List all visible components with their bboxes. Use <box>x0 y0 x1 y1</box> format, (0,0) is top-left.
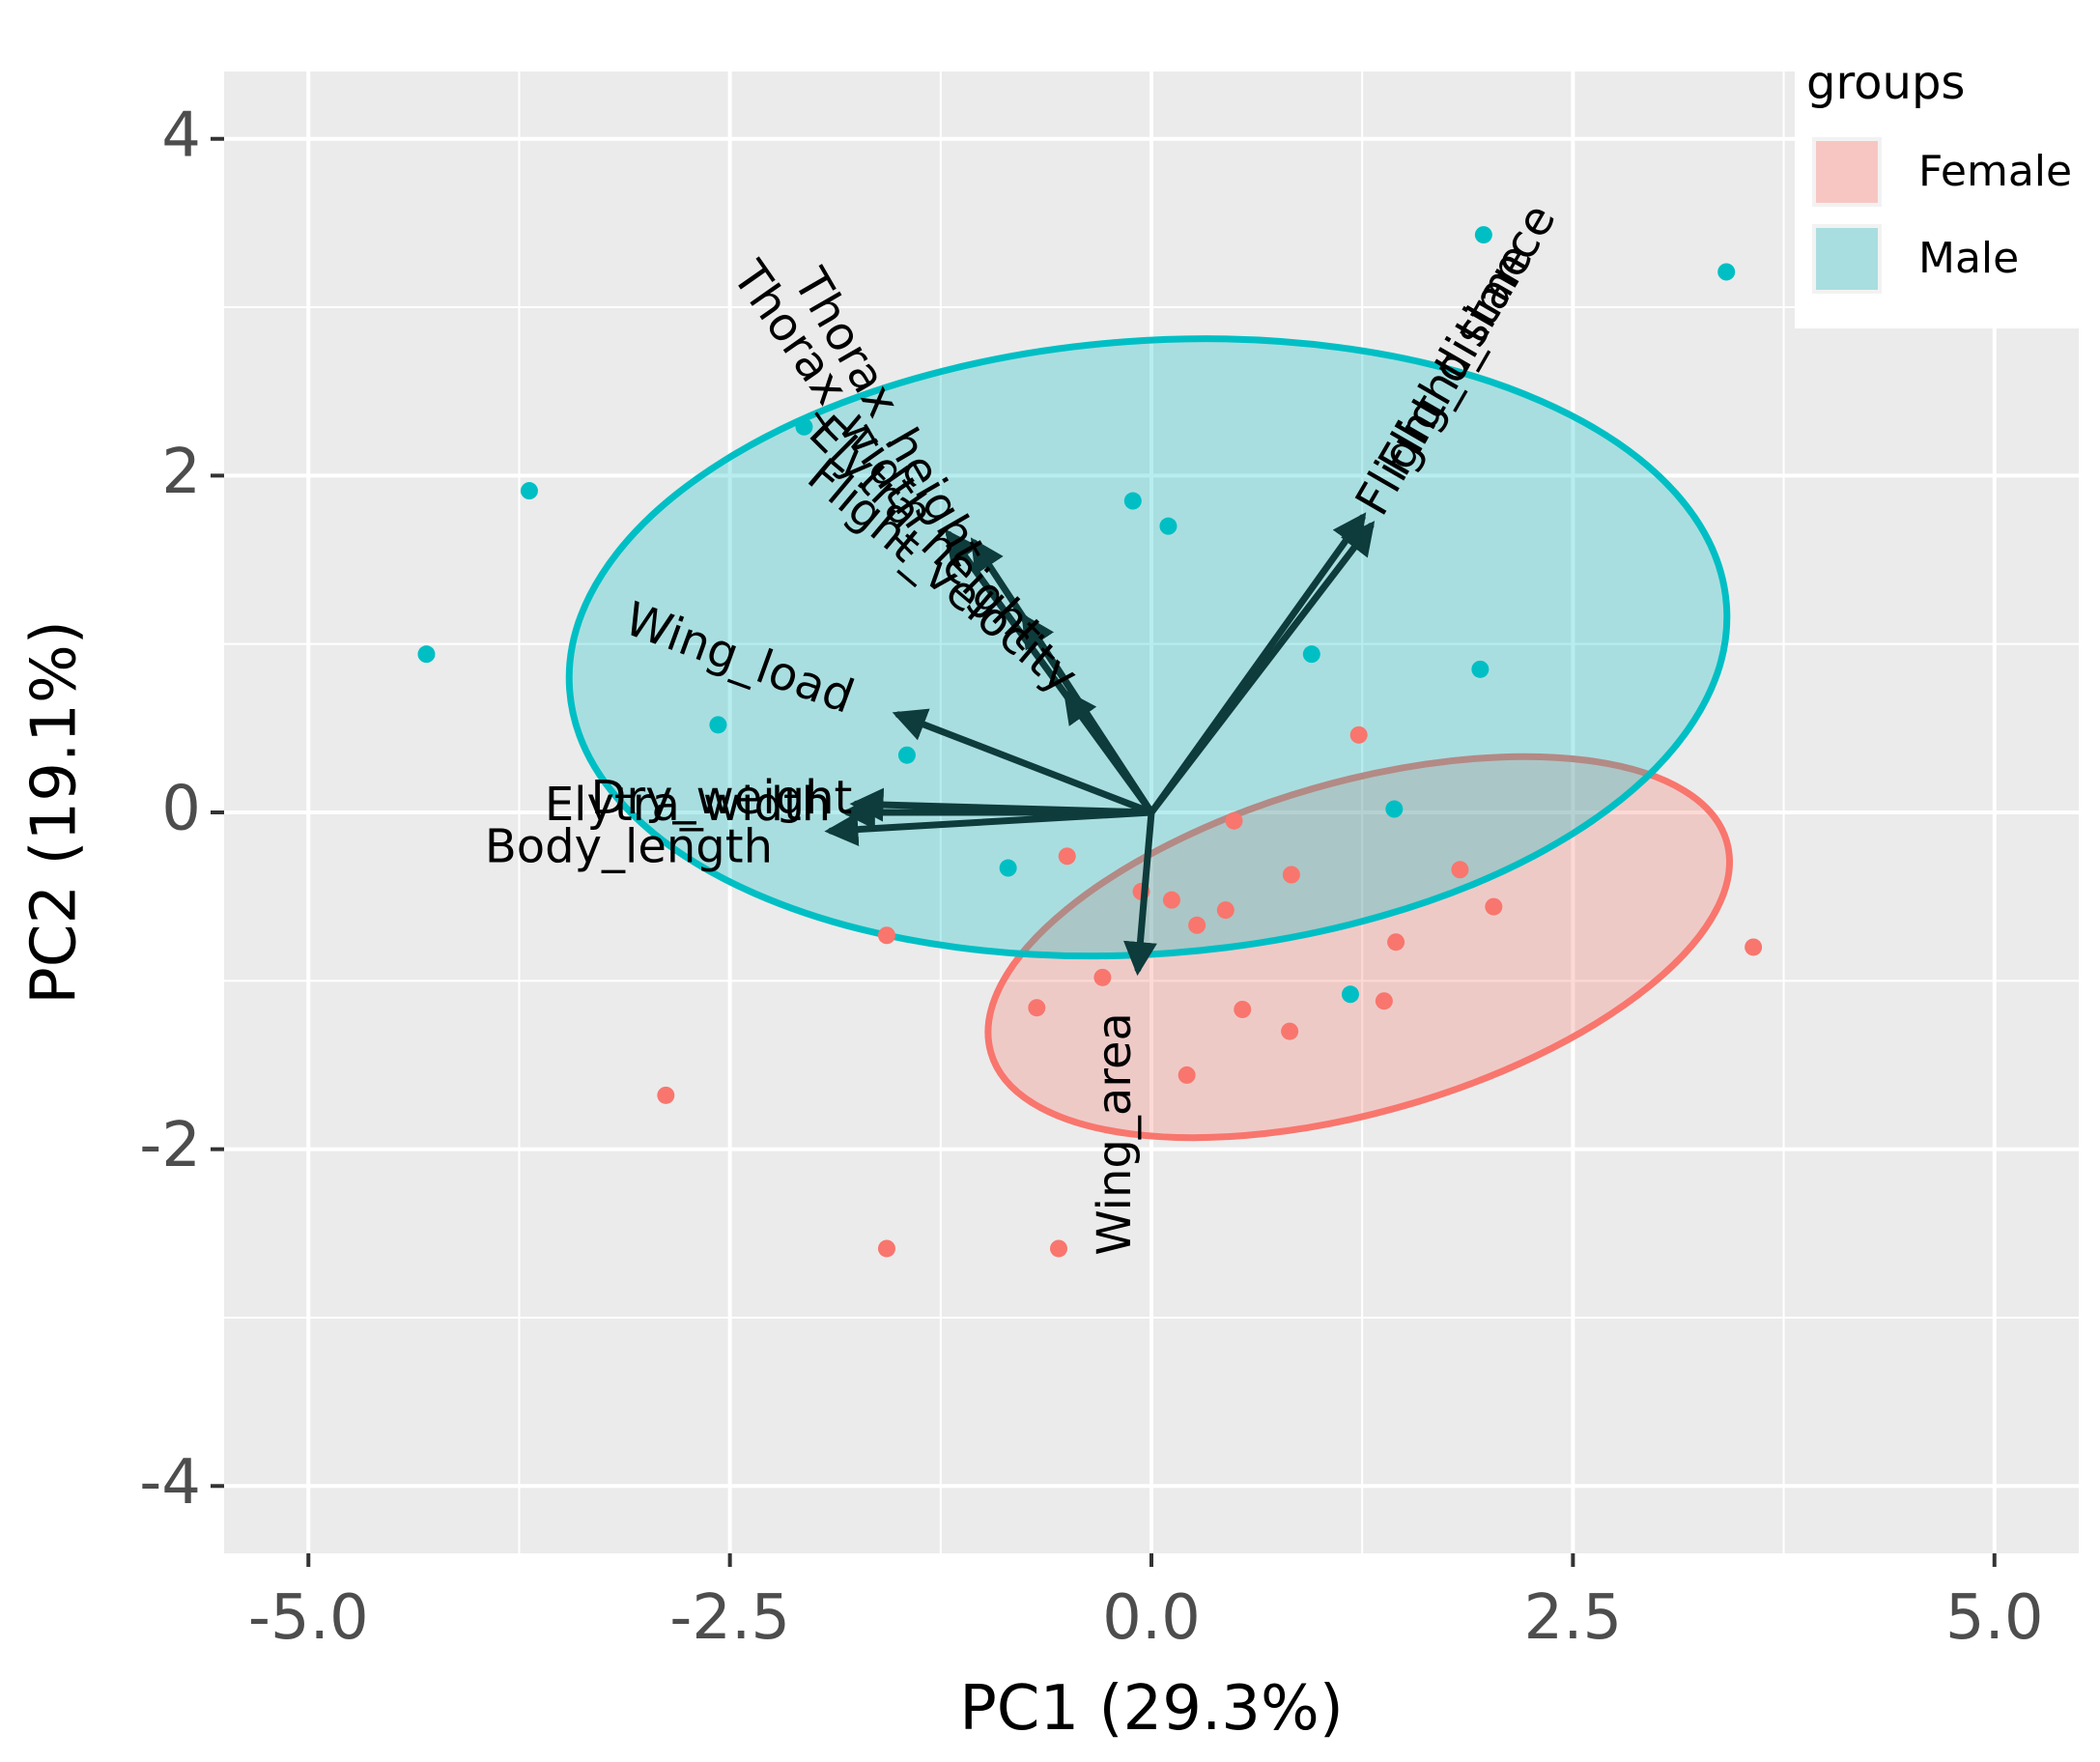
x-tick-label: 5.0 <box>1945 1582 2044 1654</box>
arrow-wing-area <box>1123 809 1157 977</box>
y-tick-label: -4 <box>139 1447 201 1519</box>
point-male <box>1123 492 1142 510</box>
arrow-flight-time <box>1148 521 1376 816</box>
point-female <box>1225 811 1243 830</box>
legend-label-female: Female <box>1918 147 2072 196</box>
point-male <box>1471 660 1490 678</box>
y-axis-title: PC2 (19.1%) <box>19 620 91 1005</box>
legend-title: groups <box>1806 56 1965 110</box>
point-male <box>1159 517 1178 535</box>
point-male <box>1341 985 1359 1004</box>
point-female <box>1028 999 1046 1017</box>
x-tick-label: -2.5 <box>669 1582 790 1654</box>
x-tick-label: 0.0 <box>1102 1582 1201 1654</box>
point-male <box>709 716 727 734</box>
arrow-body-length <box>824 809 1155 847</box>
point-male <box>520 482 538 500</box>
x-axis-title: PC1 (29.3%) <box>959 1673 1344 1745</box>
y-tick-label: 0 <box>161 774 201 845</box>
point-male <box>1717 263 1736 281</box>
x-tick-label: 2.5 <box>1523 1582 1622 1654</box>
point-female <box>1387 933 1405 952</box>
point-female <box>1451 861 1469 879</box>
point-female <box>1188 916 1206 934</box>
loading-label-elytra-width: Elytra_width <box>545 778 831 832</box>
point-female <box>1485 897 1503 916</box>
loading-label-wing-area: Wing_area <box>1088 1012 1142 1256</box>
data-points <box>417 226 1763 1258</box>
point-male <box>795 417 813 436</box>
legend-label-male: Male <box>1918 234 2019 283</box>
point-female <box>1050 1239 1067 1258</box>
y-tick-label: 2 <box>161 437 201 508</box>
legend-swatch-male <box>1816 228 1878 290</box>
point-male <box>417 645 436 664</box>
loading-arrows <box>824 512 1376 977</box>
point-female <box>1216 901 1234 920</box>
point-female <box>1162 891 1180 909</box>
point-female <box>877 1239 895 1258</box>
point-female <box>657 1086 675 1104</box>
x-tick-label: -5.0 <box>248 1582 369 1654</box>
point-female <box>1093 968 1112 986</box>
point-male <box>897 746 916 764</box>
y-tick-label: -2 <box>139 1110 201 1181</box>
point-male <box>1302 645 1320 664</box>
arrow-wing-load <box>892 708 1155 816</box>
loading-label-body-length: Body_length <box>485 819 773 873</box>
legend: groups Female Male <box>1795 46 2081 328</box>
point-male <box>1385 800 1404 818</box>
arrow-flight-velocity <box>1063 689 1155 816</box>
loading-label-dry-weight: Dry_weight <box>590 771 852 825</box>
point-female <box>1178 1066 1196 1084</box>
point-male <box>999 859 1017 877</box>
point-female <box>1058 847 1076 866</box>
y-tick-label: 4 <box>161 99 201 171</box>
point-male <box>1474 226 1492 244</box>
point-female <box>1375 992 1393 1010</box>
point-female <box>1282 866 1300 884</box>
legend-swatch-female <box>1816 141 1878 203</box>
point-female <box>1349 725 1368 744</box>
point-female <box>1281 1022 1299 1040</box>
point-female <box>877 926 895 945</box>
point-female <box>1234 1000 1252 1018</box>
point-female <box>1745 938 1763 956</box>
axis-ticks: -5.0 -2.5 0.0 2.5 5.0 -4 -2 0 2 4 <box>139 99 2043 1654</box>
